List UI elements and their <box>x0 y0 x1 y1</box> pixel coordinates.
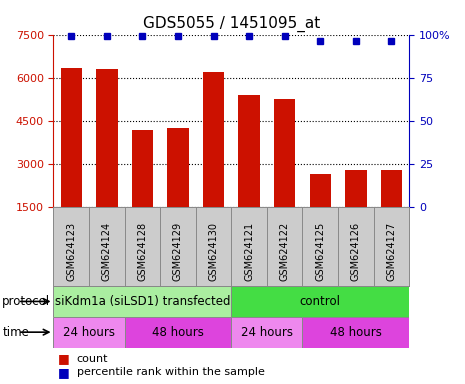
Text: GSM624129: GSM624129 <box>173 222 183 281</box>
Bar <box>310 174 331 207</box>
Text: control: control <box>300 295 341 308</box>
Bar <box>303 317 409 348</box>
Bar <box>167 128 189 207</box>
Bar <box>60 68 82 207</box>
Text: 48 hours: 48 hours <box>330 326 382 339</box>
Text: 48 hours: 48 hours <box>152 326 204 339</box>
Bar <box>232 286 409 317</box>
Text: GSM624124: GSM624124 <box>102 222 112 281</box>
Title: GDS5055 / 1451095_at: GDS5055 / 1451095_at <box>143 16 320 32</box>
Bar <box>96 69 118 207</box>
Text: GSM624127: GSM624127 <box>386 222 397 281</box>
Text: time: time <box>2 326 29 339</box>
Bar <box>239 95 260 207</box>
Text: GSM624122: GSM624122 <box>279 222 290 281</box>
Text: percentile rank within the sample: percentile rank within the sample <box>77 367 265 377</box>
Text: count: count <box>77 354 108 364</box>
Bar <box>53 286 232 317</box>
Bar <box>53 317 125 348</box>
Bar <box>132 130 153 207</box>
Bar <box>274 99 295 207</box>
Bar <box>125 317 232 348</box>
Text: siKdm1a (siLSD1) transfected: siKdm1a (siLSD1) transfected <box>55 295 230 308</box>
Text: 24 hours: 24 hours <box>241 326 293 339</box>
Text: ■: ■ <box>58 366 70 379</box>
Text: GSM624123: GSM624123 <box>66 222 76 281</box>
Text: 24 hours: 24 hours <box>63 326 115 339</box>
Text: GSM624126: GSM624126 <box>351 222 361 281</box>
Text: GSM624128: GSM624128 <box>137 222 147 281</box>
Text: ■: ■ <box>58 353 70 366</box>
Text: protocol: protocol <box>2 295 50 308</box>
Bar <box>345 170 366 207</box>
Text: GSM624125: GSM624125 <box>315 222 326 281</box>
Bar <box>232 317 303 348</box>
Text: GSM624121: GSM624121 <box>244 222 254 281</box>
Bar <box>203 72 224 207</box>
Text: GSM624130: GSM624130 <box>208 222 219 281</box>
Bar <box>381 170 402 207</box>
